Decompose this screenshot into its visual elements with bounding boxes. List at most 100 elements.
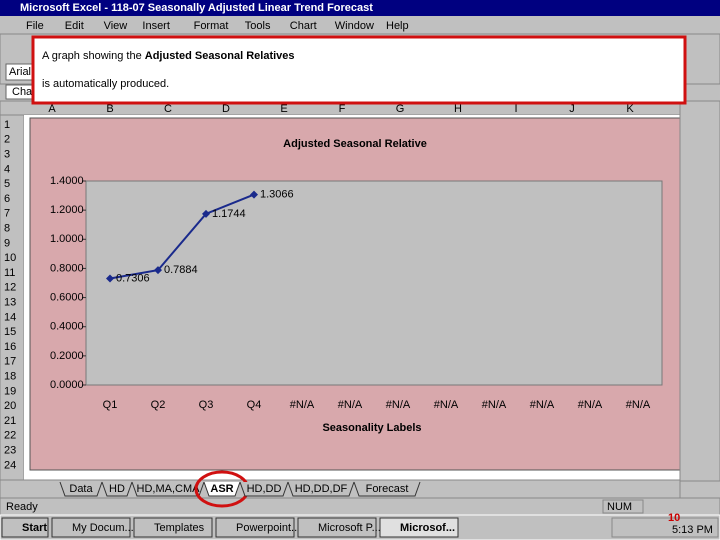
- menu-bar: [0, 16, 720, 34]
- task-label: Microsoft P...: [318, 522, 381, 534]
- clock: 5:13 PM: [672, 524, 713, 536]
- y-tick-label: 0.0000: [50, 379, 84, 391]
- row-header: 6: [4, 193, 10, 205]
- x-tick-label: Q1: [103, 399, 118, 411]
- callout-bold: Adjusted Seasonal Relatives: [145, 50, 295, 62]
- marker: [202, 209, 210, 218]
- data-label: 1.3066: [260, 189, 294, 201]
- task-button[interactable]: [379, 517, 459, 538]
- row-header: 5: [4, 178, 10, 190]
- x-tick-label: #N/A: [290, 399, 315, 411]
- sheet-tab[interactable]: [203, 481, 241, 497]
- y-tick-label: 1.0000: [50, 233, 84, 245]
- sheet-tab[interactable]: [131, 481, 205, 497]
- row-header-bar: [0, 114, 25, 481]
- task-label: Microsof...: [400, 522, 455, 534]
- line: [109, 193, 255, 280]
- row-header: 4: [4, 163, 10, 175]
- column-header: G: [396, 103, 405, 115]
- row-header: 13: [4, 297, 16, 309]
- data-label: 1.1744: [212, 208, 246, 220]
- task-label: My Docum...: [72, 522, 134, 534]
- data-label: 0.7306: [116, 272, 150, 284]
- callout-line-2: is automatically produced.: [42, 78, 169, 90]
- sheet-tab-label: HD,DD: [247, 483, 282, 495]
- x-tick-label: #N/A: [386, 399, 411, 411]
- start-button[interactable]: [1, 517, 49, 538]
- row-header: 12: [4, 282, 16, 294]
- sheet-tab-label: Forecast: [366, 483, 409, 495]
- menu-item[interactable]: Tools: [245, 20, 271, 32]
- sheet-tab[interactable]: [101, 481, 133, 497]
- row-header: 20: [4, 400, 16, 412]
- x-tick-label: Q4: [247, 399, 262, 411]
- callout-box: [31, 35, 687, 105]
- chart-title: Adjusted Seasonal Relative: [283, 138, 427, 150]
- menu-item[interactable]: Insert: [142, 20, 170, 32]
- menu-item[interactable]: View: [104, 20, 128, 32]
- column-header: F: [339, 103, 346, 115]
- column-header: E: [280, 103, 287, 115]
- x-tick-label: Q3: [199, 399, 214, 411]
- sheet-tab[interactable]: [59, 481, 103, 497]
- row-header: 9: [4, 237, 10, 249]
- menu-item[interactable]: Format: [194, 20, 229, 32]
- column-header: J: [569, 103, 575, 115]
- name-box-text: Cha: [12, 86, 33, 98]
- menu-item[interactable]: Edit: [65, 20, 84, 32]
- row-header: 17: [4, 356, 16, 368]
- column-header: H: [454, 103, 462, 115]
- menu-item[interactable]: File: [26, 20, 44, 32]
- row-header: 21: [4, 415, 16, 427]
- callout-text: A graph showing the: [42, 50, 145, 62]
- x-tick-label: #N/A: [338, 399, 363, 411]
- task-button[interactable]: [51, 517, 131, 538]
- task-button[interactable]: [297, 517, 377, 538]
- row-header: 14: [4, 311, 16, 323]
- marker: [250, 190, 258, 199]
- task-button[interactable]: [133, 517, 213, 538]
- x-tick-label: #N/A: [482, 399, 507, 411]
- row-header: 16: [4, 341, 16, 353]
- row-header: 22: [4, 430, 16, 442]
- sheet-tab-label: HD,MA,CMA: [137, 483, 201, 495]
- row-header: 18: [4, 371, 16, 383]
- plot-area: [85, 180, 663, 386]
- sheet-tab[interactable]: [239, 481, 289, 497]
- title-bar: [0, 0, 720, 16]
- row-header: 11: [4, 267, 15, 279]
- start-label: Start: [22, 522, 47, 534]
- sheet-tab-label: ASR: [210, 483, 233, 495]
- sheet-tab[interactable]: [353, 481, 421, 497]
- y-tick-label: 1.4000: [50, 175, 84, 187]
- column-header: B: [106, 103, 113, 115]
- row-header: 2: [4, 134, 10, 146]
- x-tick-label: #N/A: [578, 399, 603, 411]
- row-header: 19: [4, 385, 16, 397]
- menu-item[interactable]: Help: [386, 20, 409, 32]
- sheet-tab-label: HD: [109, 483, 125, 495]
- row-header: 8: [4, 223, 10, 235]
- y-tick-label: 0.2000: [50, 350, 84, 362]
- status-panel: [602, 499, 644, 514]
- task-button[interactable]: [215, 517, 295, 538]
- row-header: 24: [4, 459, 16, 471]
- sheet-tab[interactable]: [287, 481, 355, 497]
- column-header: I: [514, 103, 517, 115]
- column-header: D: [222, 103, 230, 115]
- row-header: 23: [4, 445, 16, 457]
- x-tick-label: #N/A: [434, 399, 459, 411]
- marker: [154, 266, 162, 275]
- row-header: 15: [4, 326, 16, 338]
- sheet-tab-label: Data: [69, 483, 93, 495]
- menu-item[interactable]: Chart: [290, 20, 317, 32]
- y-tick-label: 0.6000: [50, 291, 84, 303]
- column-header: A: [48, 103, 56, 115]
- x-tick-label: #N/A: [530, 399, 555, 411]
- marker: [106, 274, 114, 283]
- menu-item[interactable]: Window: [335, 20, 374, 32]
- status-right: NUM: [607, 501, 632, 513]
- task-label: Powerpoint...: [236, 522, 300, 534]
- row-header: 10: [4, 252, 16, 264]
- y-tick-label: 1.2000: [50, 204, 84, 216]
